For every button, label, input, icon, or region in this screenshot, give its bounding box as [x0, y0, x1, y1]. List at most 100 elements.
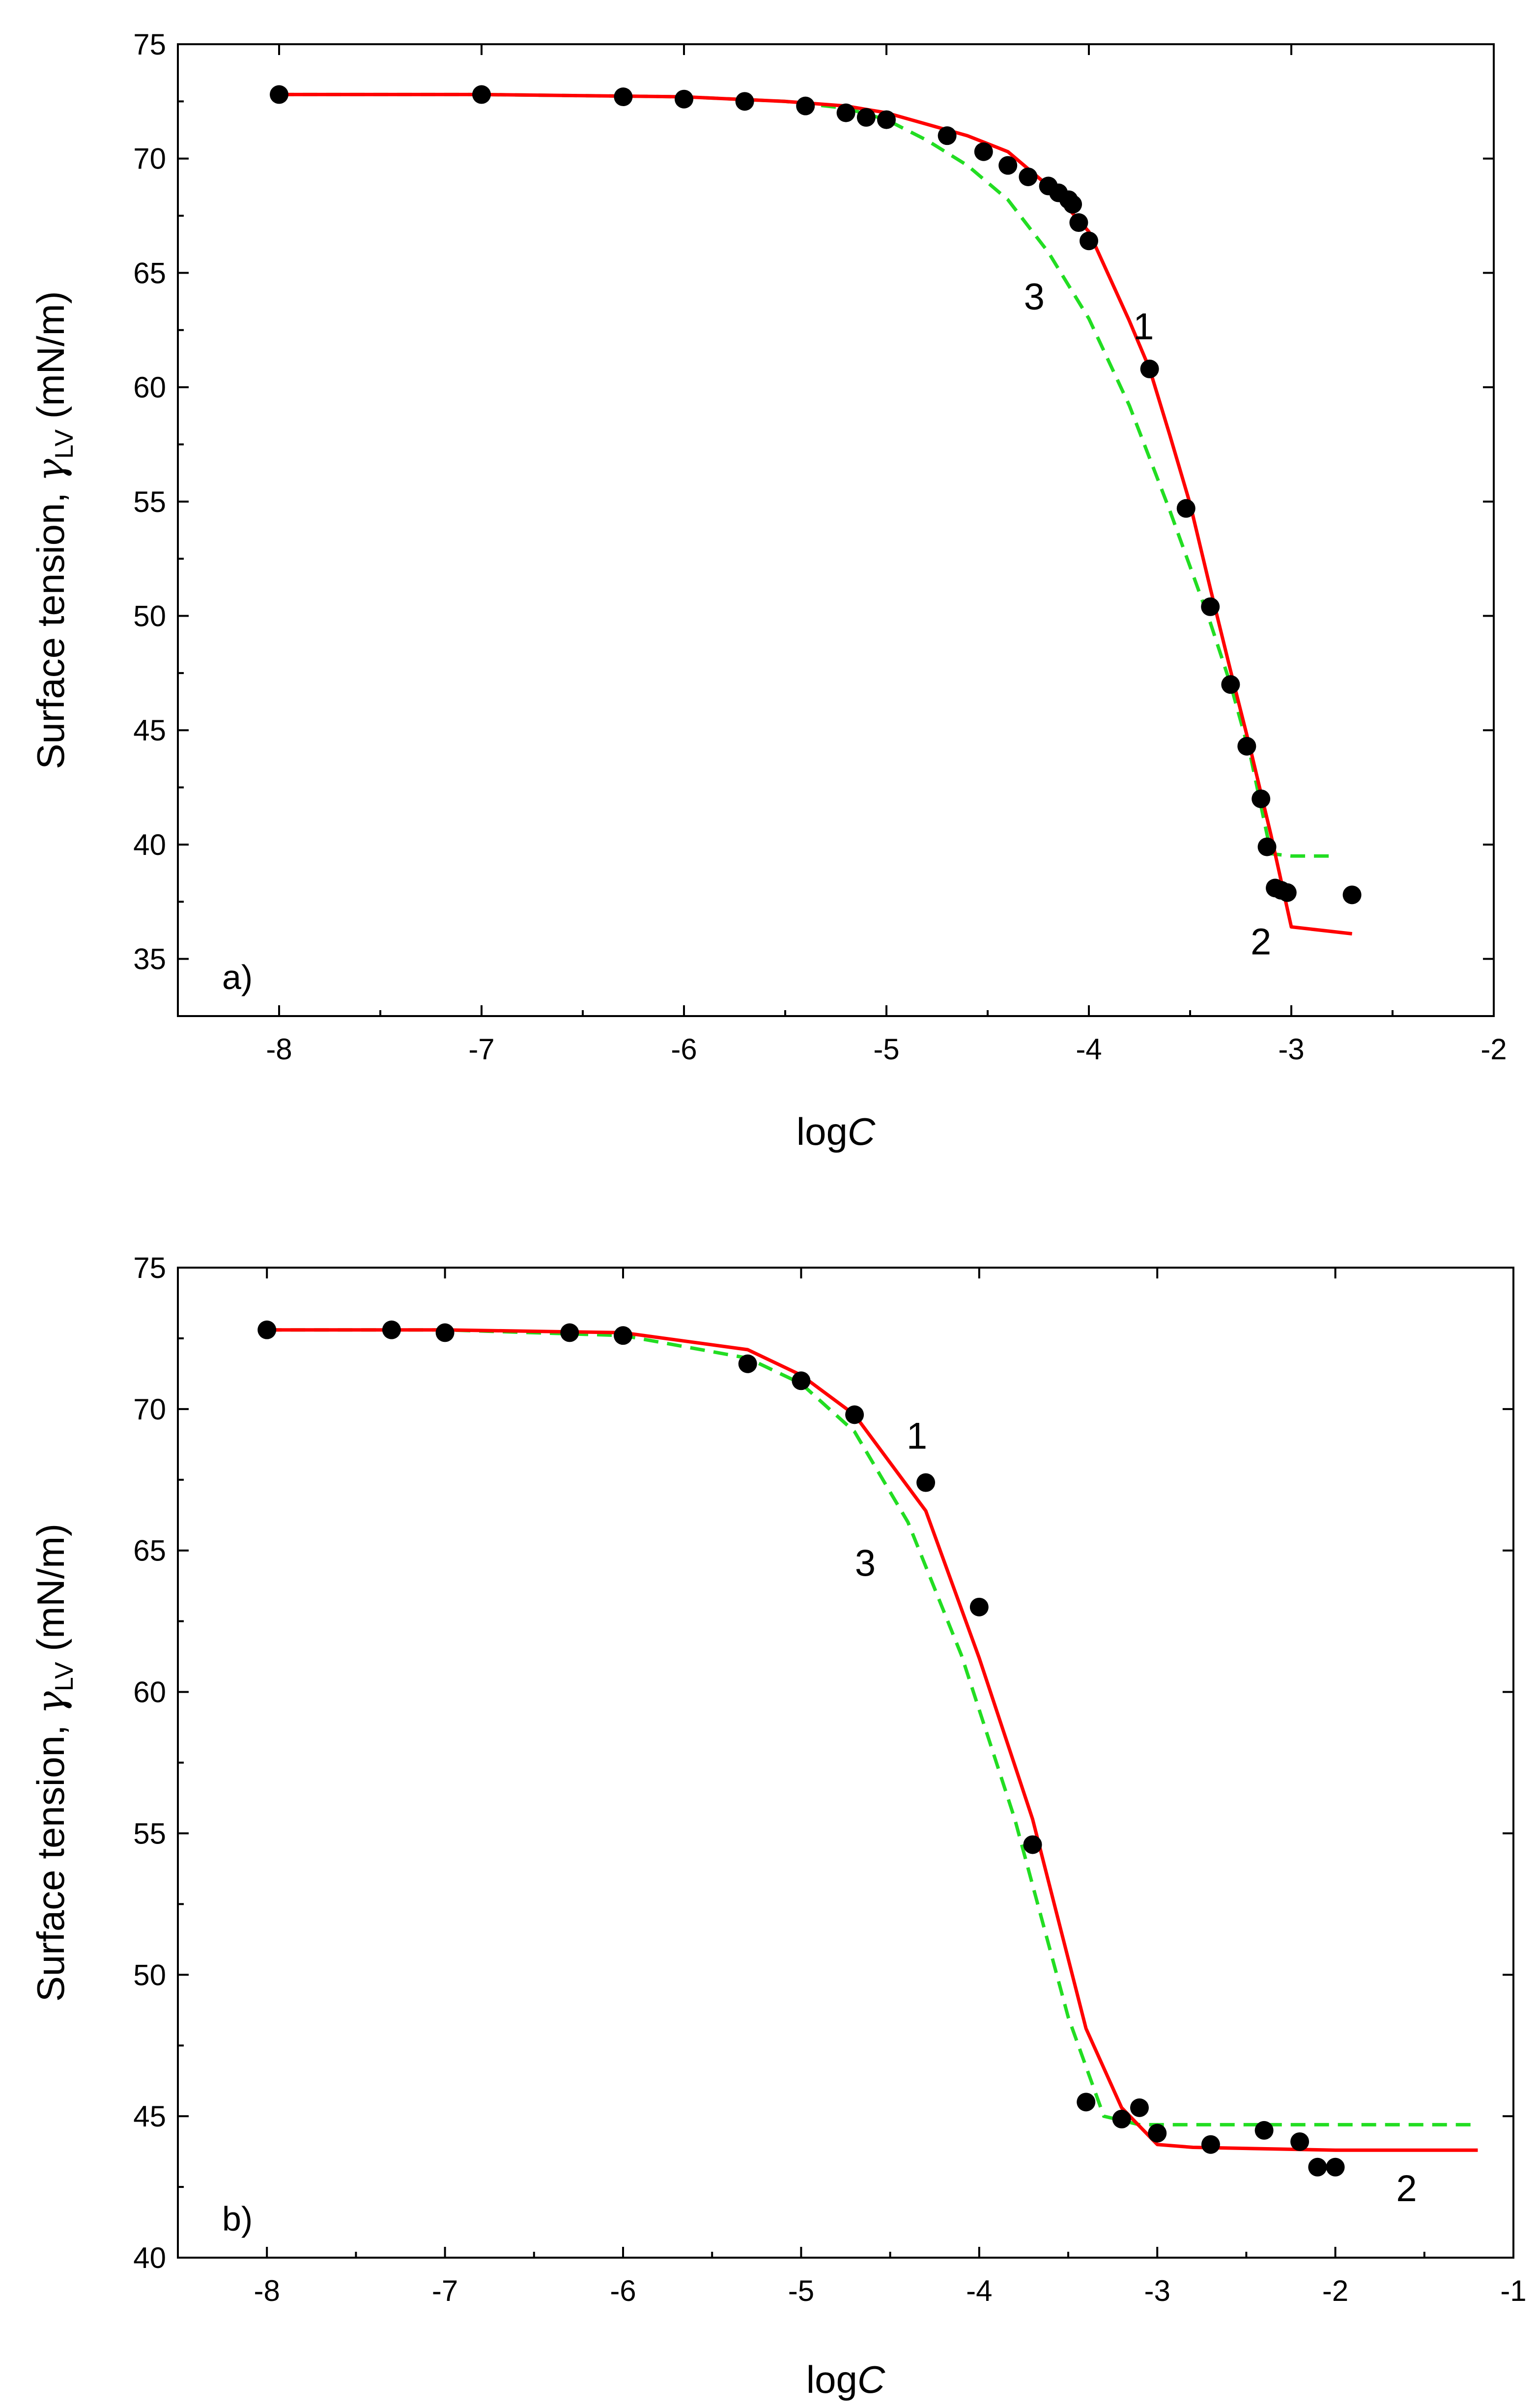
y-tick-labels: 40 45 50 55 60 65 70 75	[133, 1251, 166, 2274]
y-tick-label: 60	[133, 371, 166, 404]
data-point	[877, 110, 896, 129]
y-tick-label: 55	[133, 1817, 166, 1850]
data-point	[1077, 2093, 1096, 2112]
data-point	[845, 1405, 864, 1424]
data-point	[969, 1597, 989, 1616]
panel-label: a)	[222, 958, 253, 996]
model-3-dashed-line	[267, 1328, 1478, 2126]
data-point	[974, 142, 993, 161]
data-point	[856, 108, 876, 127]
data-point	[1080, 231, 1098, 251]
y-tick-label: 70	[133, 142, 166, 175]
data-point	[792, 1371, 811, 1390]
data-point	[1148, 2124, 1167, 2143]
x-tick-label: -1	[1500, 2274, 1526, 2307]
data-point	[1342, 885, 1362, 905]
experimental-points	[270, 85, 1362, 905]
x-axis-title: logC	[797, 1110, 876, 1153]
y-tick-label: 45	[133, 2100, 166, 2133]
y-tick-label: 65	[133, 256, 166, 289]
curve-label-2: 2	[1251, 921, 1271, 963]
data-point	[916, 1473, 936, 1492]
data-point	[1254, 2121, 1274, 2140]
x-tick-label: -3	[1144, 2274, 1170, 2307]
x-tick-label: -5	[873, 1033, 899, 1066]
data-point	[1237, 737, 1256, 756]
x-tick-label: -6	[671, 1033, 697, 1066]
y-tick-label: 55	[133, 485, 166, 518]
data-point	[1130, 2098, 1149, 2117]
axis-ticks	[177, 43, 1495, 1017]
data-point	[796, 96, 815, 115]
data-point	[614, 1326, 632, 1345]
panel-label: b)	[222, 2200, 253, 2238]
x-tick-label: -2	[1480, 1033, 1507, 1066]
data-point	[382, 1320, 401, 1339]
data-point	[938, 126, 957, 145]
y-tick-label: 65	[133, 1534, 166, 1567]
axis-ticks	[177, 1267, 1514, 2259]
curve-labels: 1 2 3	[855, 1415, 1417, 2209]
curve-label-3: 3	[1024, 276, 1045, 318]
y-tick-label: 75	[133, 28, 166, 61]
x-axis-title: logC	[806, 2358, 885, 2401]
data-point	[560, 1323, 579, 1342]
data-point	[1252, 789, 1271, 808]
data-point	[1176, 499, 1195, 518]
model-1-solid-line	[267, 1328, 1478, 2152]
experimental-points	[257, 1320, 1345, 2177]
plot-frame	[177, 43, 1495, 1017]
y-axis-title: Surface tension, γLV (mN/m)	[29, 291, 79, 769]
data-point	[735, 92, 754, 111]
y-tick-label: 50	[133, 1958, 166, 1991]
data-point	[472, 85, 491, 104]
curve-label-1: 1	[907, 1415, 927, 1457]
y-tick-label: 50	[133, 600, 166, 633]
data-point	[1140, 359, 1159, 378]
data-point	[270, 85, 288, 104]
data-point	[1063, 195, 1082, 214]
chart-panel-a: -8 -7 -6 -5 -4 -3 -2 35 40 45 50 55 60 65 70 75 1 2 3 a)…	[29, 28, 1507, 1153]
curve-label-1: 1	[1133, 306, 1154, 347]
data-point	[1290, 2132, 1309, 2151]
y-tick-label: 40	[133, 828, 166, 861]
y-axis-title: Surface tension, γLV (mN/m)	[29, 1524, 79, 2002]
data-point	[836, 103, 855, 122]
data-point	[1112, 2109, 1131, 2128]
data-point	[1278, 883, 1297, 902]
x-tick-label: -2	[1322, 2274, 1348, 2307]
x-tick-label: -4	[966, 2274, 992, 2307]
data-point	[1023, 1835, 1042, 1854]
x-tick-label: -4	[1076, 1033, 1102, 1066]
x-tick-label: -3	[1278, 1033, 1304, 1066]
data-point	[1308, 2157, 1327, 2177]
y-tick-labels: 35 40 45 50 55 60 65 70 75	[133, 28, 166, 976]
data-point	[1221, 675, 1240, 694]
x-tick-label: -8	[266, 1033, 292, 1066]
data-point	[257, 1320, 277, 1339]
model-3-dashed-line	[279, 92, 1332, 858]
data-point	[738, 1354, 757, 1373]
y-tick-label: 40	[133, 2241, 166, 2274]
x-tick-label: -8	[254, 2274, 280, 2307]
y-tick-label: 45	[133, 714, 166, 747]
curve-label-3: 3	[855, 1543, 876, 1585]
x-tick-label: -7	[432, 2274, 458, 2307]
data-point	[1201, 597, 1220, 616]
curve-label-2: 2	[1396, 2168, 1417, 2210]
data-point	[1326, 2157, 1345, 2177]
data-point	[675, 89, 693, 109]
x-tick-label: -7	[468, 1033, 494, 1066]
x-tick-label: -5	[788, 2274, 814, 2307]
x-tick-labels: -8 -7 -6 -5 -4 -3 -2 -1	[254, 2274, 1527, 2307]
data-point	[435, 1323, 455, 1342]
y-tick-label: 60	[133, 1676, 166, 1709]
data-point	[1069, 213, 1088, 232]
y-tick-label: 70	[133, 1393, 166, 1426]
data-point	[1201, 2135, 1220, 2154]
y-tick-label: 35	[133, 943, 166, 976]
x-tick-labels: -8 -7 -6 -5 -4 -3 -2	[266, 1033, 1507, 1066]
curve-labels: 1 2 3	[1024, 276, 1272, 963]
chart-panel-b: -8 -7 -6 -5 -4 -3 -2 -1 40 45 50 55 60 65 70 75 1 2 3 b)…	[29, 1251, 1527, 2401]
